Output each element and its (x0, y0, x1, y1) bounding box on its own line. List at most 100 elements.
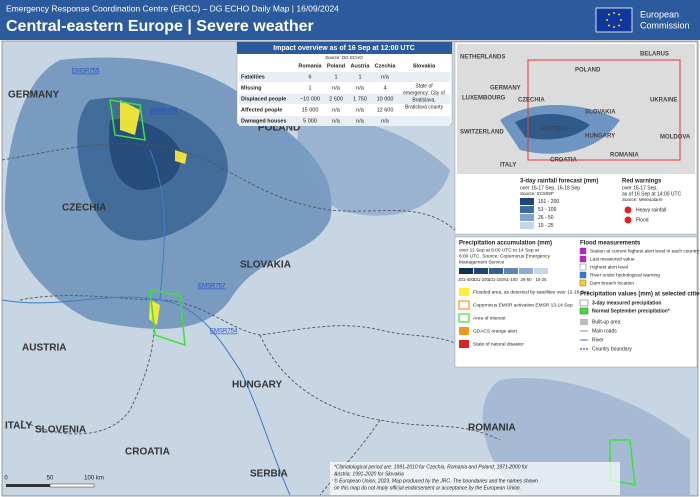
country-label: SERBIA (250, 469, 288, 480)
legend-panel (454, 236, 698, 368)
legend-title: Precipitation accumulation (mm) (459, 241, 552, 247)
flood-swatch (579, 263, 587, 271)
flood-item: River under hydrological warning (590, 272, 660, 278)
country-label: CROATIA (125, 447, 170, 458)
inset-label: ITALY (500, 163, 516, 169)
footnote-panel (330, 462, 620, 495)
row-label: Fatalities (241, 74, 265, 80)
legend-swatch (459, 327, 469, 335)
emsr-label: EMSR757 (198, 284, 226, 290)
other-swatch (580, 319, 588, 325)
table-cell: n/a (332, 85, 341, 91)
eu-flag (595, 7, 633, 33)
table-row (239, 94, 450, 104)
warn-text: as of 16 Sep at 14:00 UTC (622, 191, 682, 197)
table-cell: ~10 000 (300, 96, 320, 102)
table-header: Austria (351, 63, 371, 69)
table-header: Poland (327, 63, 345, 69)
impact-source: Source: DG ECHO (325, 55, 363, 60)
rivers (1, 149, 291, 496)
header-title: Central-eastern Europe | Severe weather (6, 18, 314, 35)
inset-label: HUNGARY (585, 134, 615, 140)
scale-bar (49, 483, 95, 488)
table-cell: 5 000 (303, 118, 317, 124)
table-cell: 1 (334, 74, 337, 80)
inset-rain (515, 114, 590, 140)
legend-swatch (459, 340, 469, 348)
table-cell: 1 (308, 85, 311, 91)
flood-item: Dam breach location (590, 280, 634, 286)
other-item: Main roads (592, 328, 617, 334)
table-row (239, 83, 450, 93)
inset-label: ROMANIA (610, 153, 639, 159)
inset-label: SLOVAKIA (585, 110, 616, 116)
inset-label: MOLDOVA (660, 135, 691, 141)
inset-label: CROATIA (550, 158, 578, 164)
precip-swatch (459, 268, 473, 274)
row-label: Affected people (241, 107, 282, 113)
table-header: Romania (298, 63, 322, 69)
legend-item: Area of interest (473, 315, 506, 321)
table-cell: 12 600 (377, 107, 394, 113)
table-header: Slovakia (413, 63, 436, 69)
country-label: ROMANIA (468, 423, 516, 434)
legend-item: GDACS orange alert (473, 328, 518, 334)
city-item: 3-day measured precipitation (592, 300, 661, 306)
precip-swatch (474, 268, 488, 274)
table-cell: 15 000 (302, 107, 319, 113)
inset-frame (527, 59, 681, 161)
city-item: Normal September precipitation* (592, 308, 670, 314)
table-cell: n/a (356, 107, 365, 113)
warn-title: Red warnings (622, 179, 662, 185)
eu-stars (606, 12, 622, 28)
inset-label: NETHERLANDS (460, 55, 505, 61)
flood-swatch (579, 247, 587, 255)
inset-legend-title: 3-day rainfall forecast (mm) (520, 179, 598, 185)
impact-header (237, 42, 452, 54)
rain-class: 151 - 200 (538, 199, 559, 205)
country-label: ITALY (5, 421, 33, 432)
precip-swatch (489, 268, 503, 274)
rain-class: 26 - 50 (538, 215, 554, 221)
inset-label: AUSTRIA (540, 127, 567, 133)
table-cell: 10 000 (377, 96, 394, 102)
table-cell: n/a (332, 107, 341, 113)
row-label: Missing (241, 85, 261, 91)
legend-title: Precipitation values (mm) at selected ci… (580, 292, 700, 298)
slovakia-note: emergency: City of (403, 90, 445, 96)
precip-swatch (504, 268, 518, 274)
flood-swatch (579, 271, 587, 279)
warn-text: over 16-17 Sep, (622, 185, 658, 191)
header-subtitle: Emergency Response Coordination Centre (… (6, 3, 339, 13)
flood-item: Station at current highest alert level i… (590, 248, 700, 254)
table-cell: n/a (332, 118, 341, 124)
table-cell: 2 600 (329, 96, 343, 102)
flood-swatch (579, 279, 587, 287)
legend-title: Flood measurements (580, 241, 641, 247)
table-cell: n/a (356, 85, 365, 91)
precip-swatch (519, 268, 533, 274)
precip-class: 151-200 (473, 277, 489, 282)
city-swatch (579, 299, 589, 307)
table-row (239, 105, 450, 115)
legend-text: over 11 Sep at 6:00 UTC to 14 Sep at (459, 247, 540, 253)
table-cell: n/a (381, 74, 390, 80)
table-cell: 1 750 (353, 96, 367, 102)
inset-label: GERMANY (490, 86, 521, 92)
country-label: GERMANY (8, 90, 59, 101)
emsr-label: EMSR756 (150, 109, 178, 115)
footnote: Austria; 1991-2020 for Slovakia (333, 471, 404, 477)
scale-label: 50 (47, 476, 54, 482)
inset-label: POLAND (575, 68, 601, 74)
country-label: POLAND (258, 123, 300, 134)
precip-class: 51-100 (504, 277, 518, 282)
warn-item: Heavy rainfall (636, 207, 666, 213)
inset-label: SWITZERLAND (460, 130, 504, 136)
footnote: *Climatological period are: 1991-2010 fo… (334, 464, 528, 470)
table-cell: 6 (308, 74, 311, 80)
logo-line: Commission (640, 20, 690, 30)
precip-class: 101-150 (488, 277, 504, 282)
logo-line: European (640, 9, 679, 19)
country-label: SLOVENIA (35, 425, 86, 436)
emsr-label: EMSR754 (210, 329, 238, 335)
